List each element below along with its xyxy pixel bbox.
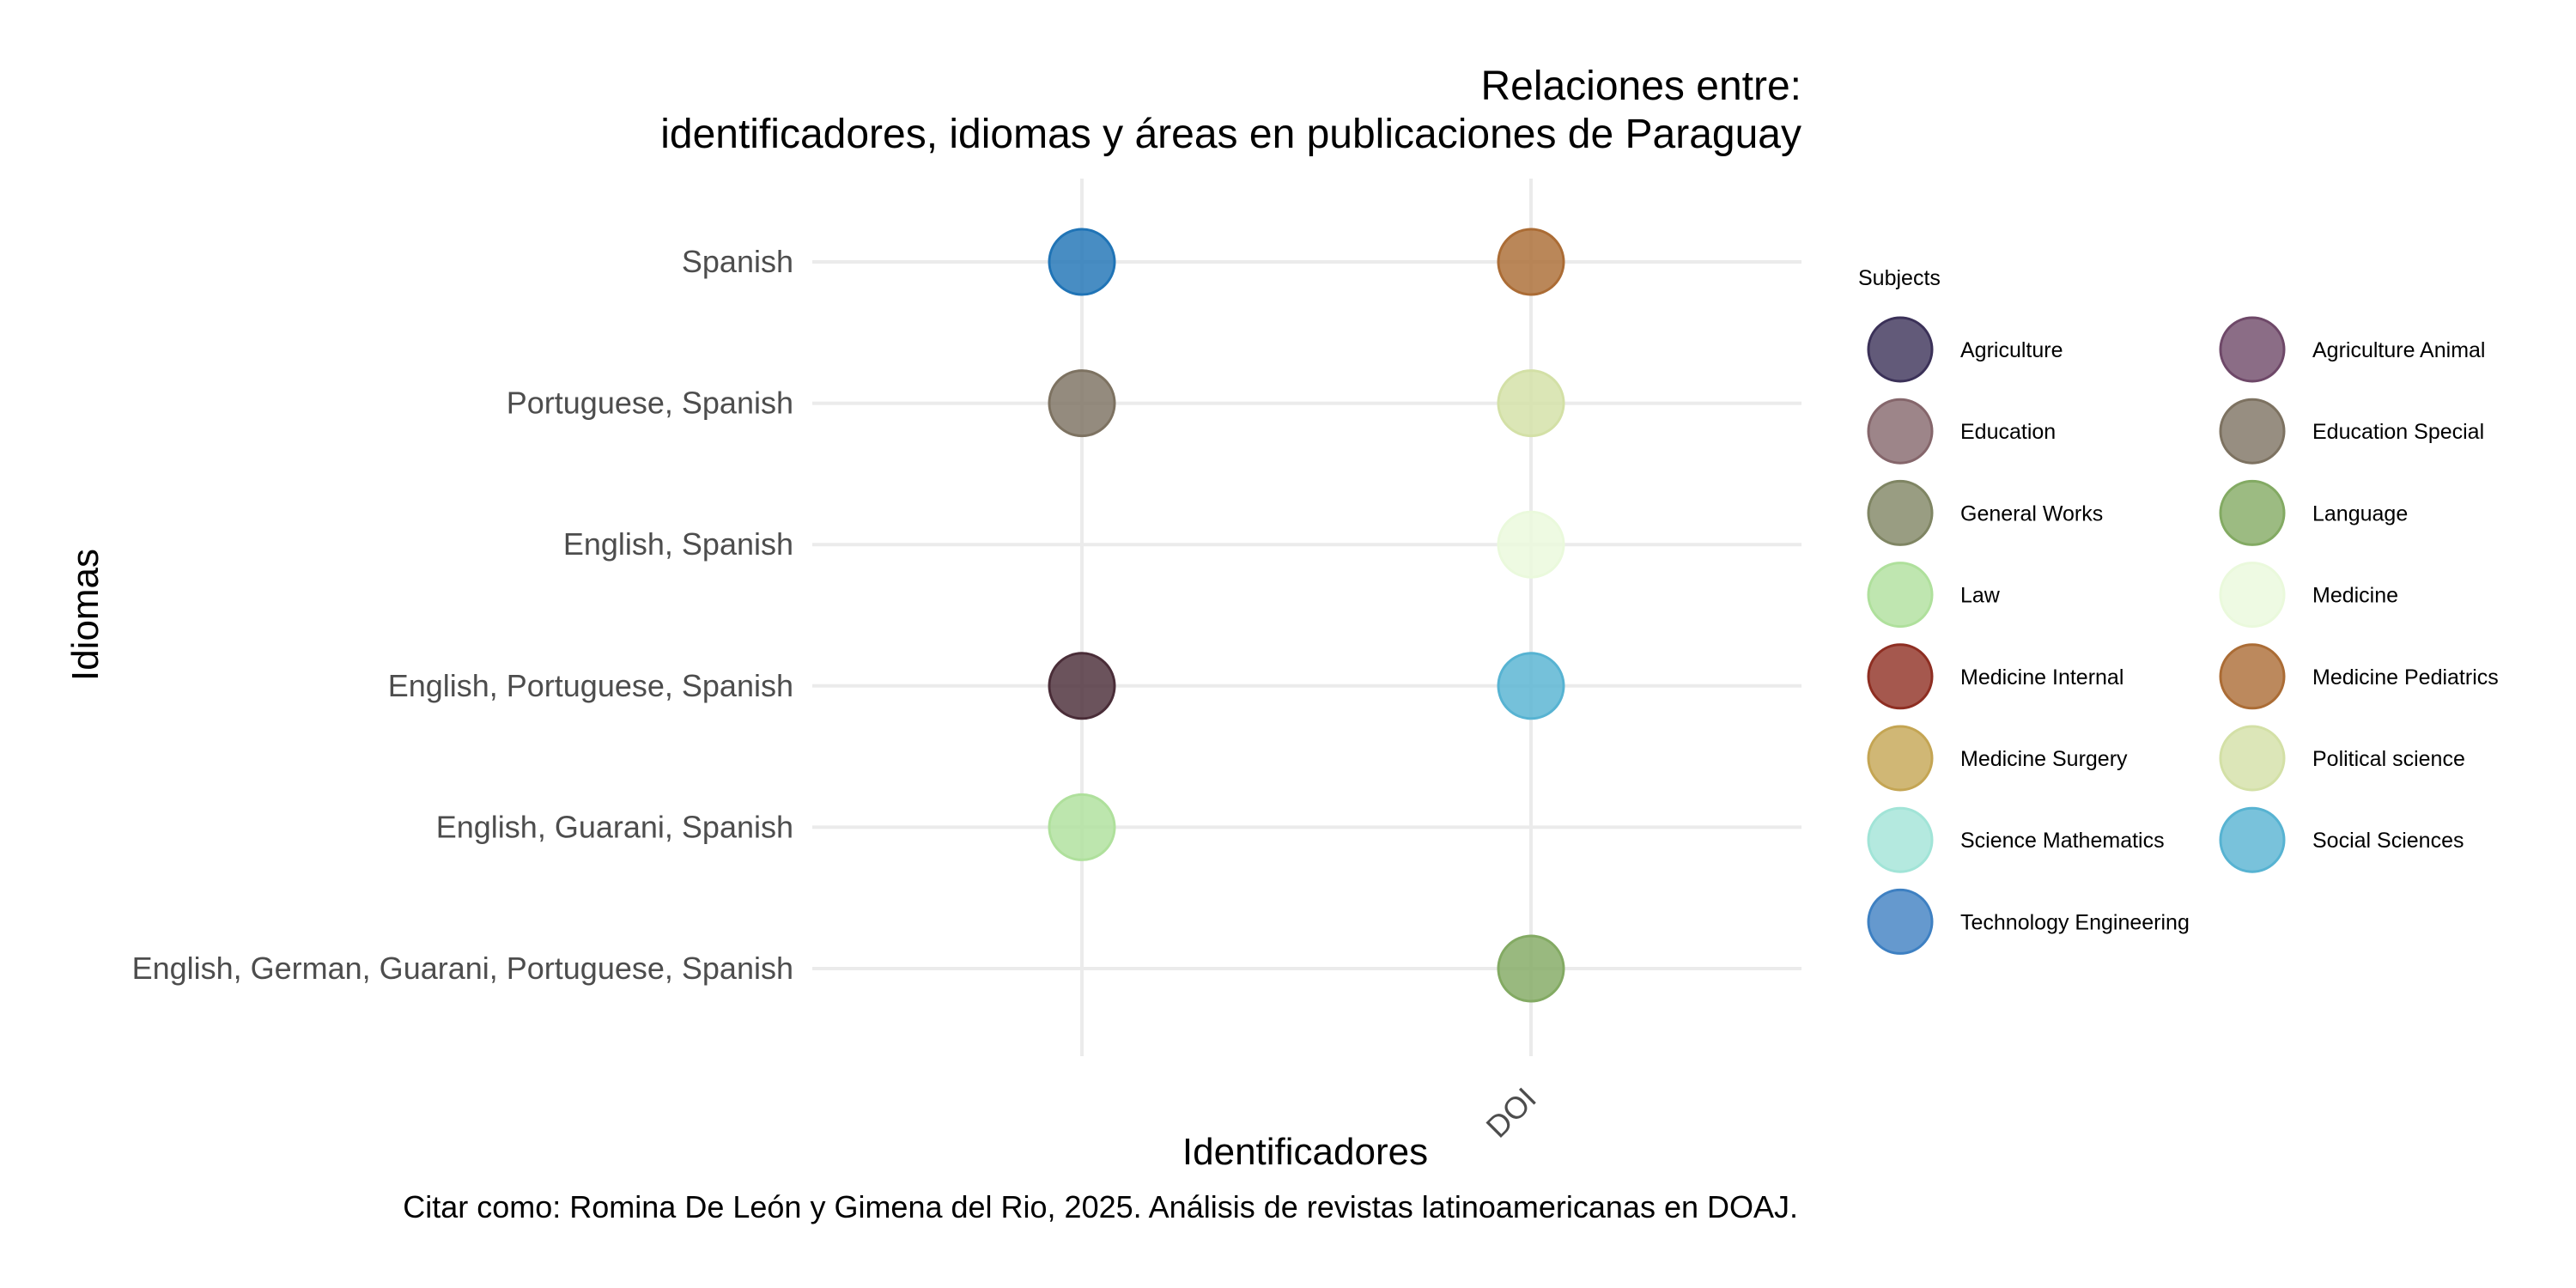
legend-key <box>2219 479 2286 546</box>
x-axis-title: Identificadores <box>1182 1131 1428 1173</box>
legend-label: Agriculture Animal <box>2312 338 2485 362</box>
y-tick-label: English, Guarani, Spanish <box>436 809 793 844</box>
data-point <box>1497 934 1565 1003</box>
y-tick-label: English, Spanish <box>563 526 793 562</box>
data-point <box>1497 510 1565 579</box>
legend-label: Law <box>1960 584 2001 608</box>
y-tick-labels: Spanish Portuguese, Spanish English, Spani… <box>132 244 793 986</box>
legend: Subjects Agriculture Agriculture Animal Ed… <box>1858 266 2499 955</box>
x-tick-labels: DOI <box>1479 1080 1543 1144</box>
legend-key <box>1867 479 1934 546</box>
legend-label: Medicine Internal <box>1960 665 2123 690</box>
y-tick-label: Portuguese, Spanish <box>507 386 793 421</box>
legend-label: Medicine Pediatrics <box>2312 665 2499 690</box>
y-tick-label: Spanish <box>682 244 793 279</box>
data-point <box>1497 652 1565 720</box>
legend-label: Social Sciences <box>2312 829 2464 853</box>
data-point <box>1048 369 1116 438</box>
legend-label: Education Special <box>2312 420 2484 444</box>
data-point <box>1497 228 1565 296</box>
legend-key <box>1867 888 1934 955</box>
legend-key <box>1867 643 1934 710</box>
legend-key <box>1867 725 1934 792</box>
legend-label: Medicine Surgery <box>1960 747 2128 771</box>
y-axis-title: Idiomas <box>64 549 106 681</box>
legend-label: General Works <box>1960 501 2103 526</box>
legend-label: Agriculture <box>1960 338 2063 362</box>
legend-key <box>2219 398 2286 465</box>
x-tick-label: DOI <box>1479 1080 1543 1144</box>
data-point <box>1048 228 1116 296</box>
y-tick-label: English, Portuguese, Spanish <box>388 668 793 703</box>
chart-caption: Citar como: Romina De León y Gimena del … <box>403 1189 1798 1224</box>
legend-key <box>2219 643 2286 710</box>
chart-title-line-1: Relaciones entre: <box>1480 64 1801 109</box>
legend-label: Language <box>2312 501 2408 526</box>
legend-key <box>2219 562 2286 629</box>
legend-key <box>1867 562 1934 629</box>
legend-label: Political science <box>2312 747 2465 771</box>
legend-key <box>2219 725 2286 792</box>
data-points <box>1048 228 1565 1003</box>
legend-key <box>2219 316 2286 383</box>
legend-key <box>1867 316 1934 383</box>
legend-label: Science Mathematics <box>1960 829 2165 853</box>
chart-title-line-2: identificadores, idiomas y áreas en publ… <box>660 112 1801 157</box>
data-point <box>1048 793 1116 861</box>
legend-key <box>2219 806 2286 873</box>
y-tick-label: English, German, Guarani, Portuguese, Sp… <box>132 951 793 986</box>
legend-label: Education <box>1960 420 2056 444</box>
legend-key <box>1867 398 1934 465</box>
legend-label: Medicine <box>2312 584 2398 608</box>
legend-key <box>1867 806 1934 873</box>
data-point <box>1497 369 1565 438</box>
legend-title: Subjects <box>1858 266 1941 290</box>
legend-items: Agriculture Agriculture Animal Education Ed… <box>1867 316 2499 955</box>
gridlines <box>812 179 1801 1056</box>
legend-label: Technology Engineering <box>1960 910 2190 934</box>
data-point <box>1048 652 1116 720</box>
